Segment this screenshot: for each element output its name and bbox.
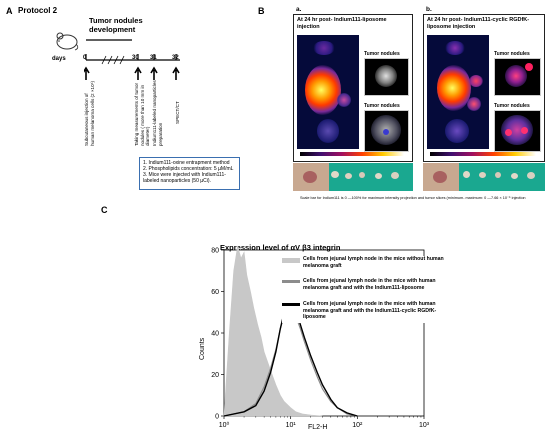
photo-strip-b: [423, 163, 545, 191]
days-label: days: [52, 56, 66, 62]
inset-label-b2: Tumor nodules: [494, 103, 530, 109]
panel-b-b-title: At 24 hr post- Indium111-cyclic RGDfK- l…: [427, 17, 530, 30]
inset-label-a2: Tumor nodules: [364, 103, 400, 109]
scale-bar-a: [300, 152, 404, 156]
legend-entry-liposome: Cells from jejunal lymph node in the mic…: [282, 278, 448, 301]
mouse-icon: [56, 32, 79, 51]
legend: Cells from jejunal lymph node in the mic…: [282, 256, 448, 323]
legend-label-liposome: Cells from jejunal lymph node in the mic…: [303, 278, 436, 291]
y-axis-label: Counts: [199, 337, 206, 360]
panel-b-a-frame: At 24 hr post- Indium111-liposome inject…: [293, 14, 413, 162]
chart-title: Expression level of αV β3 integrin: [220, 243, 341, 252]
y-tick-label: 40: [211, 331, 219, 338]
tick-day-31: 31: [150, 55, 157, 61]
tumor-slice-a2: [364, 110, 409, 152]
note-1: 1. Indium111-oxine entrapment method: [143, 160, 230, 166]
protocol-title: Protocol 2: [18, 6, 58, 15]
inset-label-a1: Tumor nodules: [364, 51, 400, 57]
legend-label-control: Cells from jejunal lymph node in the mic…: [303, 256, 444, 269]
legend-label-rgd: Cells from jejunal lymph node in the mic…: [303, 301, 437, 321]
event-injection: Subcutaneous injection of human melanoma…: [84, 80, 95, 146]
legend-swatch-control: [282, 258, 300, 263]
tumor-slice-b1: [494, 58, 541, 96]
legend-swatch-rgd: [282, 303, 300, 306]
inset-label-b1: Tumor nodules: [494, 51, 530, 57]
protocol-notes-box: 1. Indium111-oxine entrapment method 2. …: [139, 157, 240, 190]
event-spect: SPECT/CT: [175, 101, 180, 124]
note-3: 3. Mice were injected with Indium111-lab…: [143, 172, 226, 184]
panel-c-letter: C: [101, 205, 108, 215]
series-area-control: [223, 245, 323, 417]
panel-b-b-frame: At 24 hr post- Indium111-cyclic RGDfK- l…: [423, 14, 545, 162]
event-preparation: Indium111-labeled nanoparticles preparat…: [152, 80, 163, 146]
x-axis-label: FL2-H: [308, 424, 328, 431]
timeline: [84, 39, 180, 80]
x-tick-label: 10²: [352, 422, 363, 429]
panel-b-letter: B: [258, 6, 265, 16]
panel-b-a-letter: a.: [296, 6, 302, 13]
tumor-slice-b2: [494, 110, 541, 152]
photo-strip-a: [293, 163, 413, 191]
legend-entry-control: Cells from jejunal lymph node in the mic…: [282, 256, 448, 278]
x-tick-label: 10³: [419, 422, 430, 429]
legend-entry-rgd: Cells from jejunal lymph node in the mic…: [282, 301, 448, 323]
legend-swatch-liposome: [282, 280, 300, 283]
y-tick-label: 0: [215, 414, 219, 421]
tumor-slice-a1: [364, 58, 409, 96]
tick-day-32: 32: [172, 55, 179, 61]
tick-day-30: 30: [132, 55, 139, 61]
panel-b-caption: Scale bar for Indium111 is 0 —100% for m…: [300, 196, 526, 200]
panel-b-b-letter: b.: [426, 6, 432, 13]
y-tick-label: 80: [211, 248, 219, 255]
x-tick-label: 10¹: [286, 422, 297, 429]
y-tick-label: 20: [211, 372, 219, 379]
panel-b-a-title: At 24 hr post- Indium111-liposome inject…: [297, 17, 387, 30]
y-tick-label: 60: [211, 289, 219, 296]
timeline-header: Tumor nodules development: [89, 16, 143, 34]
tick-day-0: 0: [83, 55, 87, 61]
spect-scan-b: [427, 35, 489, 149]
panel-a-letter: A: [6, 6, 13, 16]
spect-scan-a: [297, 35, 359, 149]
note-2: 2. Phospholipids concentration: 5 µM/mL: [143, 166, 234, 172]
scale-bar-b: [430, 152, 536, 156]
x-tick-label: 10⁰: [219, 421, 230, 429]
event-measurement: Taking measurements of tumor nodules ( m…: [134, 82, 150, 146]
